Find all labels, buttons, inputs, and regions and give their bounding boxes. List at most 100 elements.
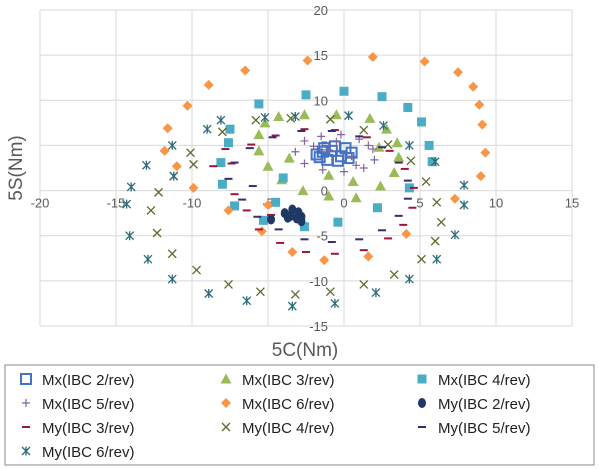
series-3 [216,86,437,232]
data-point [379,121,388,131]
data-point [389,270,399,279]
data-point [271,197,281,207]
data-point [325,287,335,297]
data-point [323,169,335,180]
legend-label: My(IBC 3/rev) [42,420,135,437]
data-point [453,67,463,78]
data-point [302,55,313,66]
data-point [258,215,268,225]
y-tick-label: -15 [309,319,328,334]
legend-marker [417,374,427,384]
data-point [186,148,195,158]
data-point [223,205,234,216]
legend-label: My(IBC 4/rev) [242,420,335,437]
data-point [167,249,177,259]
data-point [298,109,310,120]
data-point [372,203,382,213]
x-tick-label: 5 [416,196,423,211]
data-point [359,164,368,172]
data-point [162,123,173,134]
legend-marker [20,373,32,385]
data-point [347,176,359,187]
data-point [317,132,326,141]
data-point [278,173,288,183]
y-tick-label: 20 [314,3,328,18]
legend-marker [221,398,231,408]
data-point [122,199,132,209]
legend: Mx(IBC 2/rev) Mx(IBC 3/rev) Mx(IBC 4/rev) M… [20,372,531,461]
data-point [159,145,170,156]
data-point [424,140,434,150]
legend-label: Mx(IBC 3/rev) [242,372,335,389]
data-point [352,161,361,170]
data-point [290,112,300,122]
y-axis-title: 5S(Nm) [6,135,27,200]
legend-item: My(IBC 3/rev) [22,420,135,437]
data-point [332,137,341,146]
data-point [299,222,309,232]
data-point [477,119,488,130]
data-point [225,124,235,134]
legend-box [4,364,595,466]
legend-label: My(IBC 2/rev) [438,396,531,413]
legend-label: Mx(IBC 4/rev) [438,372,531,389]
series-8 [146,113,446,299]
data-point [339,86,349,96]
x-axis-title: 5C(Nm) [272,340,339,361]
data-point [363,251,374,262]
data-point [427,157,437,167]
legend-marker [418,398,426,408]
data-point [318,165,327,174]
data-point [367,51,378,62]
data-point [432,254,442,264]
data-point [253,145,265,156]
data-point [242,296,252,306]
data-point [468,81,479,92]
legend-marker [22,399,30,407]
data-point [287,301,297,311]
data-point [430,236,440,246]
legend-marker [220,373,232,384]
data-point [325,114,335,124]
data-point [253,129,265,140]
series-4 [291,130,379,176]
data-point [359,125,369,135]
data-point [290,289,300,299]
data-point [182,100,193,111]
data-point [240,65,251,76]
data-point [336,130,345,139]
data-point [419,56,430,67]
data-point [263,200,273,211]
data-point [167,274,177,284]
data-point [259,117,271,128]
data-point [230,201,240,211]
data-point [449,193,460,204]
series-9 [224,129,412,244]
data-point [371,288,381,298]
data-point [474,99,485,110]
legend-item: My(IBC 2/rev) [418,396,531,413]
data-point [152,228,162,238]
data-point [143,254,153,264]
data-point [291,147,300,156]
series-6 [267,204,306,227]
data-point [169,171,179,181]
data-point [283,212,292,223]
data-point [450,230,460,240]
x-tick-label: 15 [565,196,579,211]
grid-lines [39,9,573,327]
data-point [286,113,296,123]
data-point [388,167,400,178]
legend-item: My(IBC 5/rev) [418,420,531,437]
data-point [459,200,469,210]
data-point [350,192,362,203]
data-point [330,298,340,308]
data-point [436,217,446,227]
legend-label: Mx(IBC 5/rev) [42,396,135,413]
data-point [262,160,274,171]
data-point [459,180,469,190]
data-point [216,115,226,125]
data-point [432,197,442,207]
x-tick-label: -10 [183,196,202,211]
